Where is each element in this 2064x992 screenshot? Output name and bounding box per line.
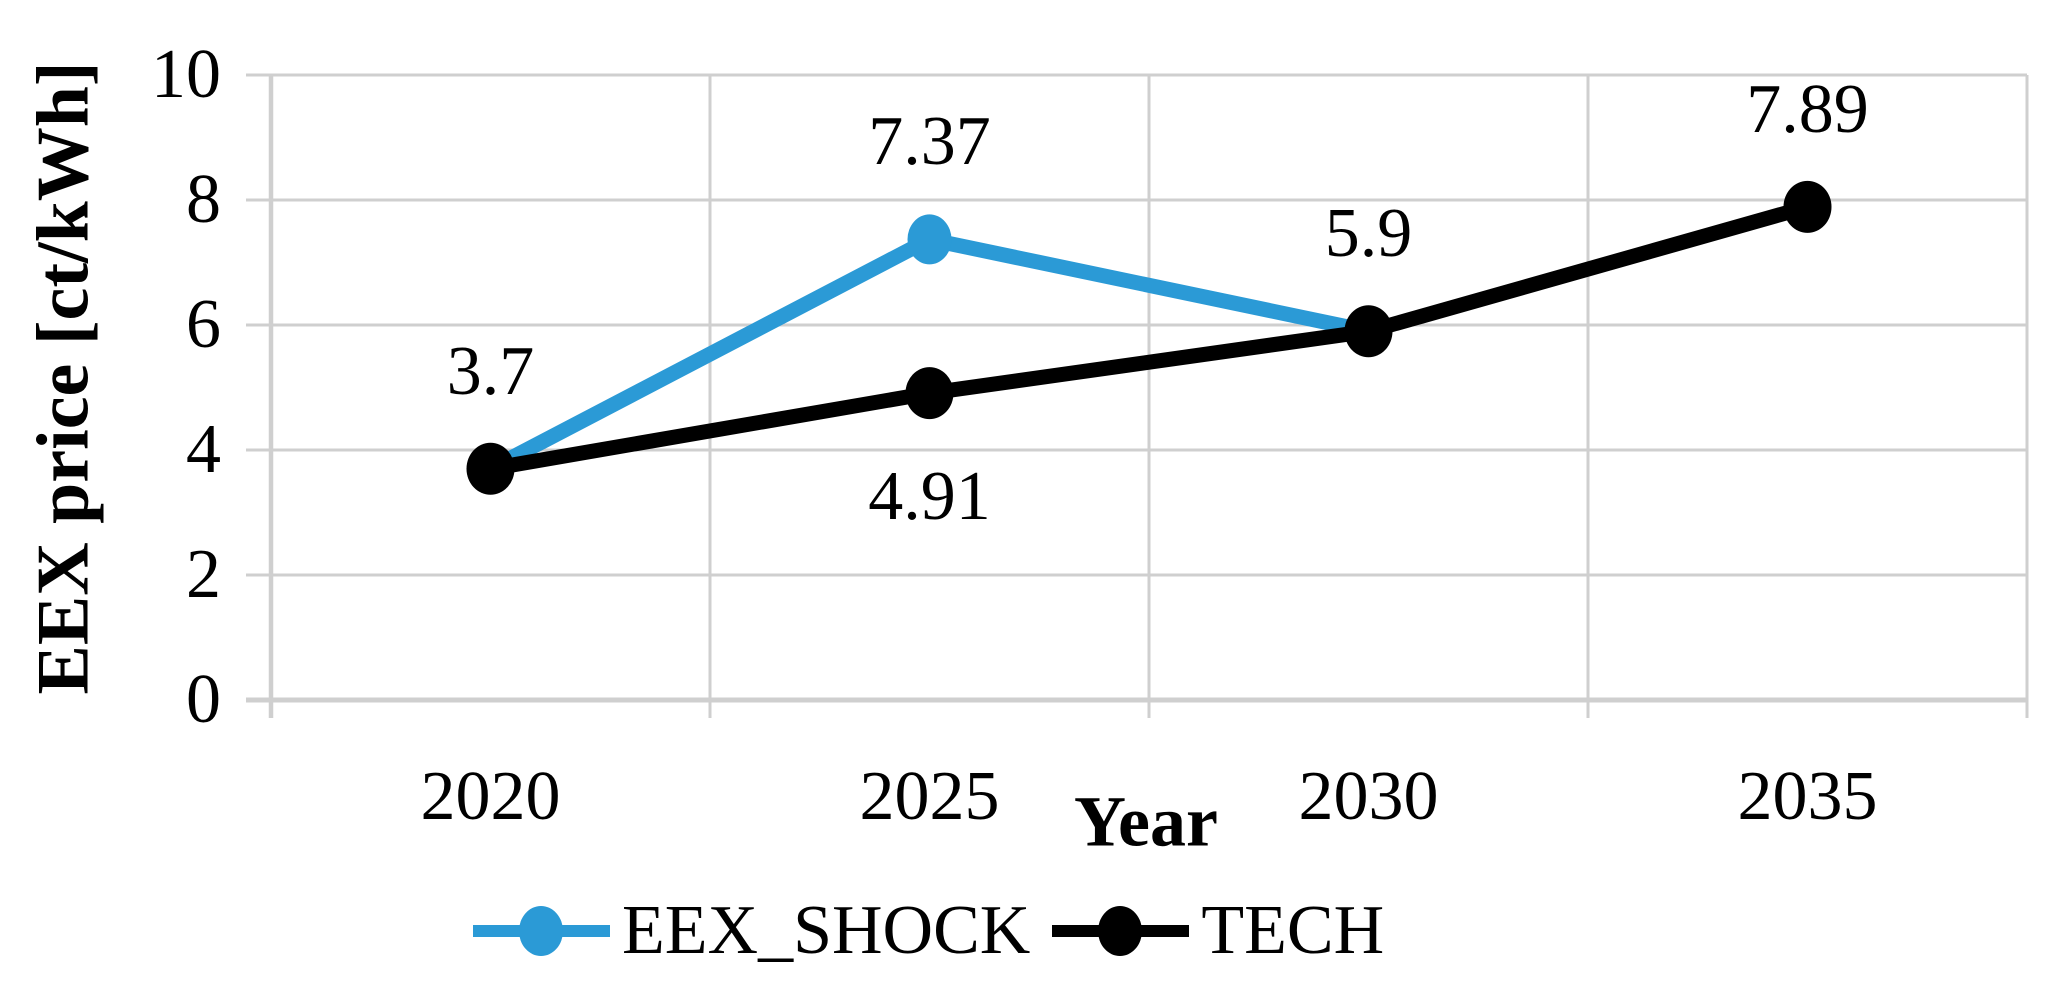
y-tick-label-10: 10 [151, 36, 221, 113]
data-label-tech-2020: 3.7 [446, 332, 535, 410]
y-axis-title: EEX price [ct/kWh] [22, 61, 105, 695]
series-line-tech [489, 199, 1810, 477]
x-tick-label-2025: 2025 [859, 758, 1000, 835]
x-tick-label-2020: 2020 [420, 758, 561, 835]
marker-tech-2025 [905, 367, 954, 420]
legend: EEX_SHOCK TECH [473, 896, 1384, 966]
x-tick-label-2035: 2035 [1737, 758, 1878, 835]
marker-eex_shock-2025 [907, 214, 952, 265]
legend-label: TECH [1201, 892, 1385, 969]
y-tick-label-8: 8 [186, 161, 221, 238]
x-tick-label-2030: 2030 [1298, 758, 1439, 835]
legend-item-eex_shock: EEX_SHOCK [473, 896, 1030, 966]
y-tick-label-6: 6 [186, 286, 221, 363]
data-label-tech-2025: 4.91 [868, 458, 991, 536]
y-tick-label-0: 0 [186, 661, 221, 738]
legend-label: EEX_SHOCK [622, 892, 1031, 969]
data-label-tech-2035: 7.89 [1746, 70, 1869, 148]
x-axis-title: Year [1074, 781, 1218, 862]
marker-tech-2020 [466, 442, 515, 495]
legend-marker-icon-eex_shock [473, 906, 610, 956]
y-tick-label-4: 4 [186, 411, 221, 488]
data-label-tech-2030: 5.9 [1324, 195, 1413, 273]
marker-tech-2030 [1344, 305, 1393, 358]
y-tick-label-2: 2 [186, 536, 221, 613]
legend-item-tech: TECH [1052, 896, 1384, 966]
marker-tech-2035 [1783, 180, 1832, 233]
legend-marker-icon-tech [1052, 906, 1190, 956]
data-label-eex_shock-2025: 7.37 [868, 103, 991, 181]
